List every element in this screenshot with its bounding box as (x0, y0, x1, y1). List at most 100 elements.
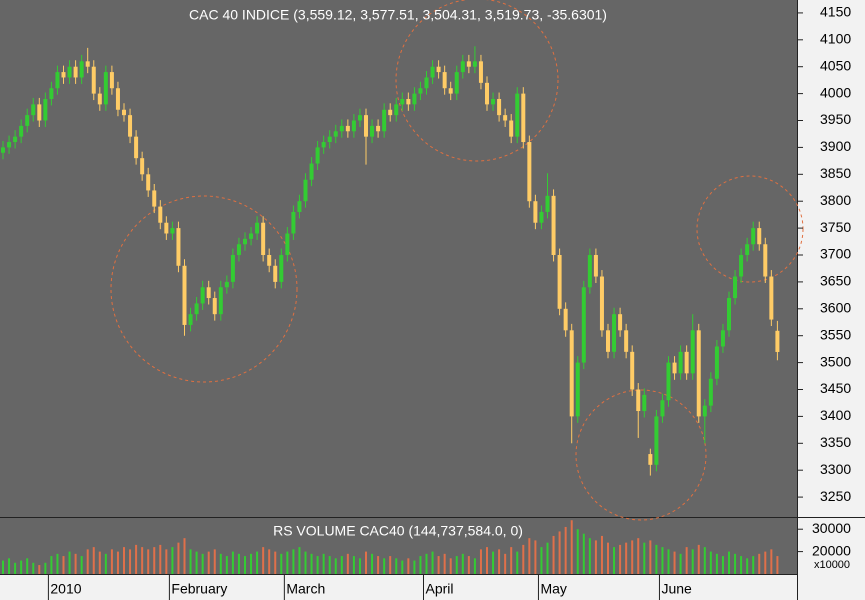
candle-body (406, 98, 411, 105)
y-tick-label: 3750 (820, 219, 851, 235)
volume-bar (564, 526, 567, 574)
volume-bar (352, 556, 355, 574)
volume-bar (262, 547, 265, 574)
volume-bar (443, 553, 446, 574)
candle-body (551, 195, 556, 256)
volume-bar (685, 547, 688, 574)
candle-body (636, 389, 641, 412)
volume-bar (425, 553, 428, 574)
candle-body (563, 308, 568, 331)
y-tick-label: 3650 (820, 273, 851, 289)
volume-bar (498, 549, 501, 574)
y-tick-label: 20000 (812, 542, 851, 558)
volume-bar (504, 553, 507, 574)
volume-bar (365, 551, 367, 574)
candle-body (690, 330, 695, 374)
volume-bar (679, 553, 682, 574)
volume-bar (38, 565, 41, 574)
candle-body (176, 228, 181, 266)
volume-bar (613, 547, 616, 574)
volume-bar (195, 551, 198, 574)
volume-bar (703, 547, 706, 574)
volume-bar (510, 547, 513, 574)
volume-bar (570, 520, 573, 574)
volume-bar (32, 562, 35, 574)
volume-bar (619, 544, 622, 574)
candle-body (339, 125, 344, 132)
volume-bar (213, 549, 216, 574)
volume-bar (667, 549, 670, 574)
candle-body (212, 298, 217, 315)
y-tick-label: 4000 (820, 84, 851, 100)
candle-body (442, 72, 447, 89)
candle-body (593, 255, 598, 277)
y-tick-label: 3550 (820, 326, 851, 342)
candle-body (364, 115, 368, 137)
volume-bar (389, 556, 392, 574)
y-tick-label: 30000 (812, 520, 851, 536)
volume-bar (141, 547, 144, 574)
volume-bar (310, 553, 313, 574)
volume-bar (383, 558, 386, 574)
volume-bar (492, 551, 495, 574)
x-tick-label: February (171, 581, 227, 597)
candle-body (660, 400, 665, 417)
candle-body (291, 211, 296, 234)
volume-bar (740, 556, 743, 574)
volume-bar (661, 547, 664, 574)
volume-bar (655, 544, 658, 574)
candle-body (400, 98, 405, 105)
candle-body (720, 330, 725, 347)
annotation-circle (110, 195, 298, 383)
volume-bar (110, 549, 113, 574)
volume-bar (413, 560, 416, 574)
volume-bar (594, 540, 597, 574)
candle-body (702, 405, 707, 417)
y-tick-label: 3950 (820, 111, 851, 127)
candle-body (696, 330, 701, 417)
candle-body (684, 351, 689, 374)
candle-body (581, 287, 586, 363)
volume-bar (437, 556, 440, 574)
candle-body (13, 136, 18, 143)
candle-body (357, 115, 362, 121)
volume-bar (14, 562, 17, 574)
volume-bar (721, 556, 724, 574)
volume-bar (449, 558, 452, 574)
candle-body (140, 158, 145, 175)
y-tick-label: 4150 (820, 4, 851, 20)
volume-bar (171, 547, 174, 574)
candle-body (91, 66, 96, 94)
y-tick-label: 3300 (820, 461, 851, 477)
volume-bar (697, 544, 700, 574)
candle-body (382, 109, 387, 132)
y-tick-label: 3500 (820, 353, 851, 369)
volume-bar (50, 556, 53, 574)
volume-bar (709, 551, 712, 574)
volume-bar (183, 538, 186, 574)
volume-bar (316, 556, 319, 574)
candle-body (454, 72, 459, 94)
candle-body (630, 351, 635, 390)
candle-body (345, 125, 350, 132)
candle-body (1, 147, 5, 153)
candle-body (49, 88, 54, 99)
volume-bar (600, 535, 603, 574)
volume-bar (637, 538, 640, 574)
volume-bar (74, 553, 77, 574)
candle-body (466, 61, 471, 67)
volume-bar (286, 551, 289, 574)
candle-body (527, 142, 532, 202)
volume-bar (304, 551, 307, 574)
chart-title: CAC 40 INDICE (3,559.12, 3,577.51, 3,504… (189, 7, 607, 23)
candle-body (745, 244, 750, 256)
volume-bar (328, 556, 331, 574)
volume-bar (673, 551, 676, 574)
volume-bar (607, 542, 609, 574)
volume-bar (431, 551, 434, 574)
candle-body (19, 125, 24, 137)
volume-bar (62, 556, 65, 574)
annotation-circle (575, 389, 707, 521)
volume-bar (728, 551, 730, 574)
